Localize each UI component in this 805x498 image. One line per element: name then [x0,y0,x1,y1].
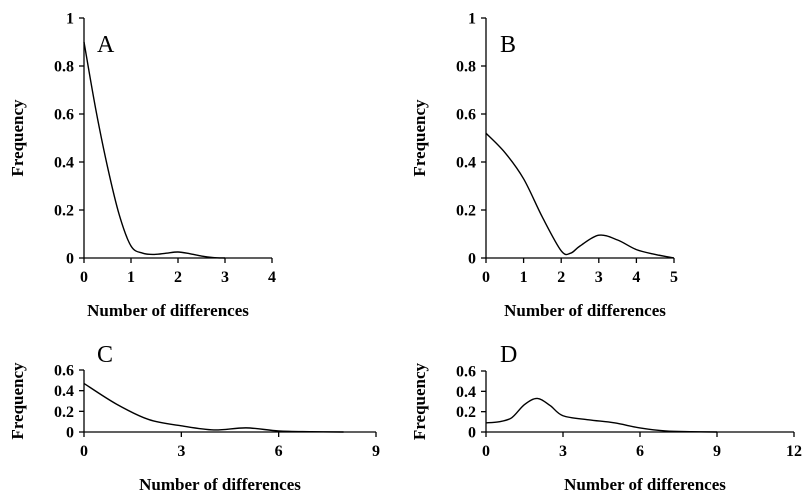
y-tick-label: 0.2 [456,203,476,220]
x-tick-label: 5 [670,269,678,286]
panel-c: 0 0.2 0.4 0.6 0 3 6 9 Number of differences Frequ… [8,342,380,494]
x-axis-title: Number of differences [87,301,249,320]
x-tick-label: 0 [80,443,88,460]
panel-label: B [500,32,516,58]
x-axis-title: Number of differences [139,475,301,494]
y-tick-label: 0.8 [54,59,74,76]
y-axis-title: Frequency [8,362,27,440]
y-tick-label: 0.2 [54,203,74,220]
frequency-curve [83,41,226,259]
y-tick-label: 1 [66,11,74,28]
panel-label: C [97,342,113,368]
x-tick-label: 0 [482,443,490,460]
frequency-curve [485,132,675,259]
x-tick-label: 0 [80,269,88,286]
y-tick-label: 0.4 [456,155,476,172]
y-tick-label: 0.6 [54,107,74,124]
y-tick-label: 0.4 [456,384,476,401]
x-tick-label: 1 [127,269,135,286]
y-tick-label: 0 [66,251,74,268]
y-axis-title: Frequency [410,99,429,177]
x-tick-label: 12 [786,443,802,460]
panel-label: A [97,32,115,58]
x-tick-label: 4 [632,269,640,286]
x-axis-title: Number of differences [564,475,726,494]
x-tick-label: 3 [221,269,229,286]
y-tick-label: 1 [468,11,476,28]
y-tick-label: 0.6 [456,364,476,381]
y-tick-label: 0 [468,425,476,442]
y-tick-label: 0.2 [54,404,74,421]
y-tick-label: 0.8 [456,59,476,76]
x-tick-label: 3 [595,269,603,286]
x-tick-label: 9 [713,443,721,460]
y-tick-label: 0.6 [54,363,74,380]
x-tick-label: 0 [482,269,490,286]
frequency-curve [83,382,344,433]
x-tick-label: 4 [268,269,276,286]
y-axis-title: Frequency [8,99,27,177]
x-axis-title: Number of differences [504,301,666,320]
x-tick-label: 3 [559,443,567,460]
x-tick-label: 6 [636,443,644,460]
y-tick-label: 0.4 [54,155,74,172]
y-axis-title: Frequency [410,362,429,440]
panel-label: D [500,342,517,368]
y-tick-label: 0.2 [456,404,476,421]
frequency-curve [485,397,718,433]
x-tick-label: 1 [520,269,528,286]
x-tick-label: 2 [174,269,182,286]
panel-a: 0 0.2 0.4 0.6 0.8 1 0 1 2 3 4 Number of differences… [8,11,276,321]
y-tick-label: 0 [468,251,476,268]
panel-d: 0 0.2 0.4 0.6 0 3 6 9 12 Number of differences Fre… [410,342,802,494]
y-tick-label: 0.6 [456,107,476,124]
y-tick-label: 0.4 [54,383,74,400]
x-tick-label: 6 [275,443,283,460]
y-tick-label: 0 [66,425,74,442]
x-tick-label: 9 [372,443,380,460]
x-tick-label: 2 [557,269,565,286]
x-tick-label: 3 [177,443,185,460]
